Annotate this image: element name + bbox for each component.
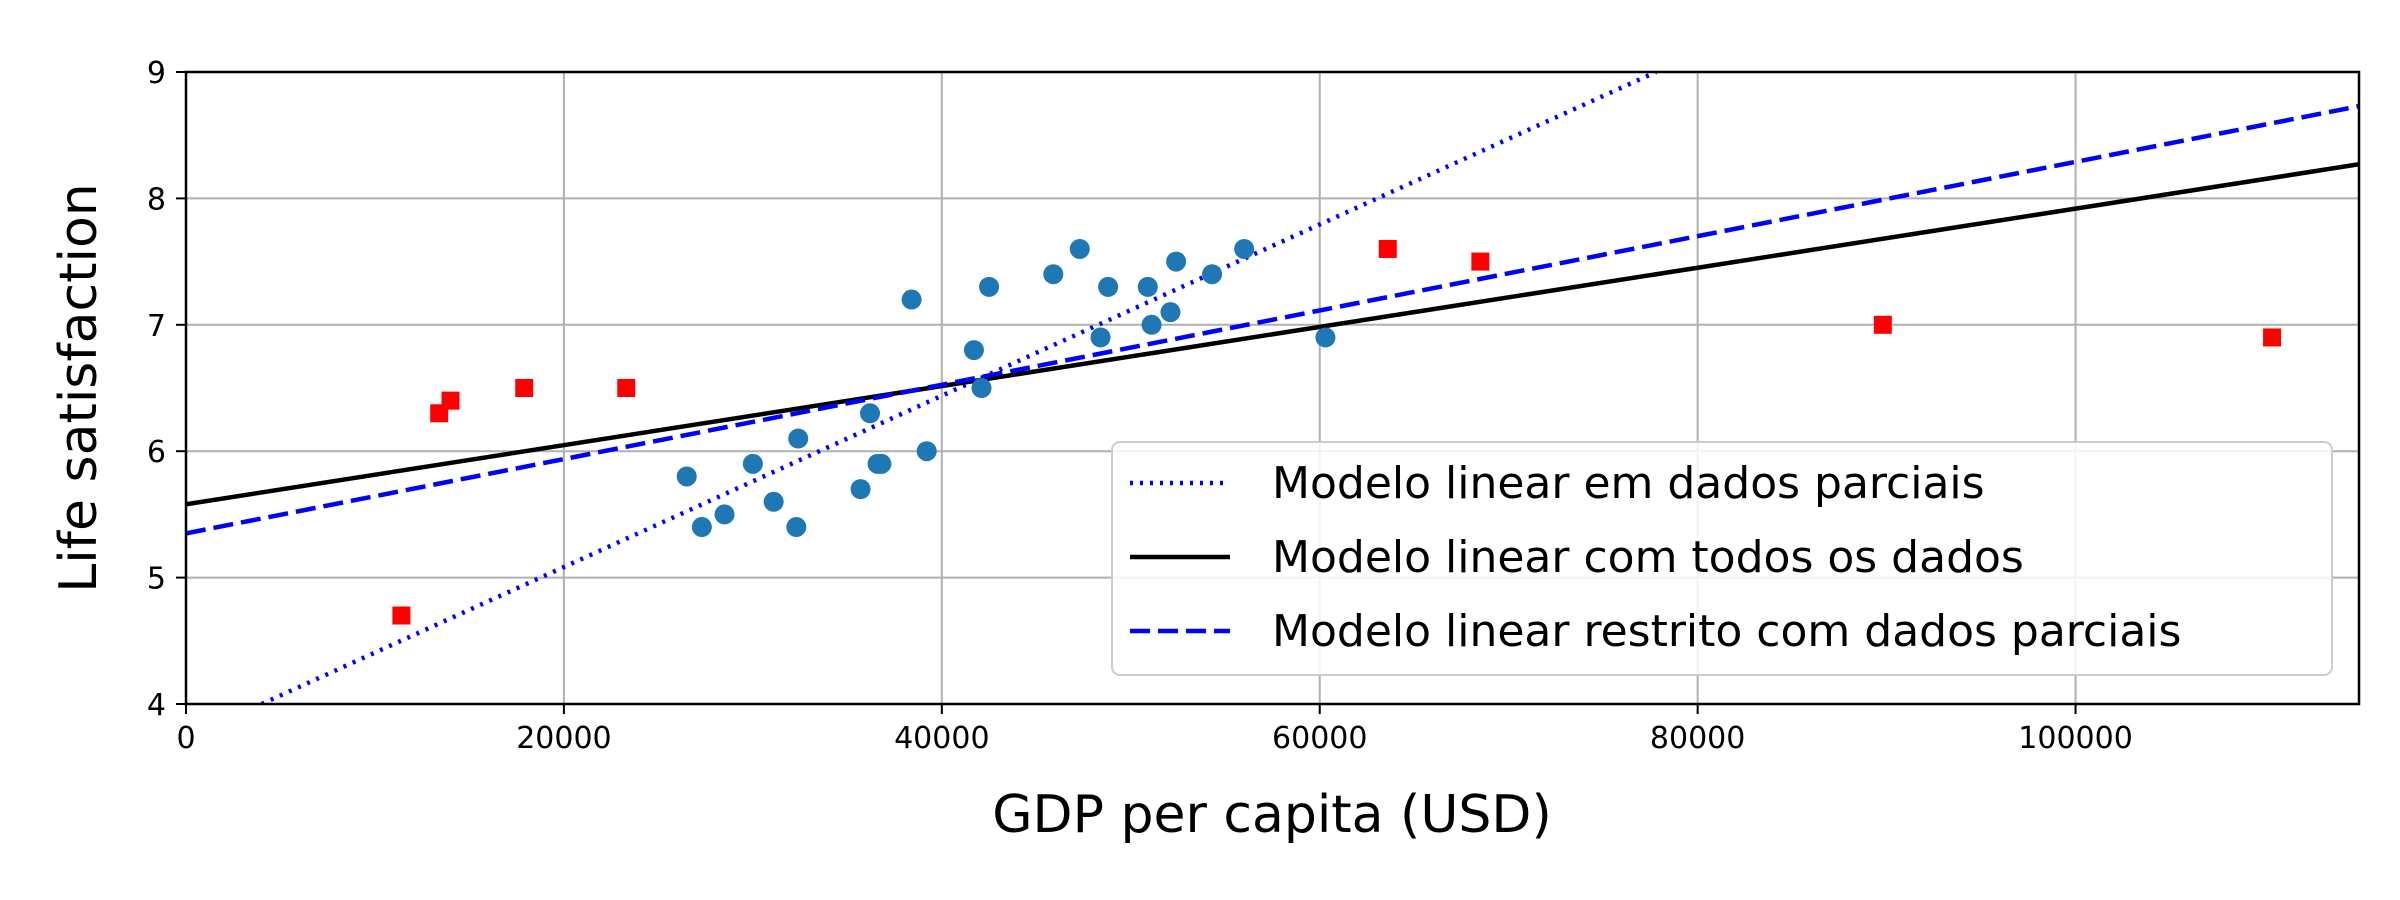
x-tick-label: 0	[176, 721, 195, 756]
data-point-circle	[763, 491, 784, 512]
data-point-circle	[714, 504, 735, 525]
data-point-circle	[742, 453, 763, 474]
model-lines	[186, 72, 2359, 704]
data-point-circle	[1137, 276, 1158, 297]
data-point-circle	[1315, 327, 1336, 348]
data-point-circle	[979, 276, 1000, 297]
y-tick-label: 9	[147, 56, 166, 91]
data-point-circle	[1090, 327, 1111, 348]
data-point-circle	[1234, 238, 1255, 259]
y-tick-label: 6	[147, 435, 166, 470]
legend: Modelo linear em dados parciais Modelo li…	[1111, 441, 2333, 676]
data-point-square	[392, 606, 411, 625]
data-point-square	[617, 379, 636, 397]
model-line-solid	[186, 162, 2359, 507]
axis-ticks: 0 20000 40000 60000 80000 100000 4 5 6 7 8 9	[147, 56, 2133, 756]
data-point-circle	[971, 378, 992, 398]
x-tick-label: 20000	[516, 721, 611, 756]
data-point-circle	[691, 517, 712, 538]
plot-frame	[184, 70, 2361, 706]
y-tick-label: 8	[147, 182, 166, 217]
data-points	[392, 238, 2282, 625]
legend-label: Modelo linear em dados parciais	[1272, 458, 1985, 509]
data-point-circle	[1069, 238, 1090, 259]
data-point-square	[441, 391, 460, 410]
data-point-square	[515, 379, 534, 397]
y-axis-label: Life satisfaction	[49, 183, 109, 593]
data-point-square	[1471, 252, 1490, 271]
data-point-circle	[860, 403, 881, 424]
data-point-circle	[901, 289, 922, 310]
x-axis-label: GDP per capita (USD)	[992, 785, 1552, 845]
legend-entries: Modelo linear em dados parciais Modelo li…	[1130, 458, 2181, 657]
data-point-square	[1378, 239, 1397, 258]
data-point-circle	[1141, 314, 1162, 335]
data-point-circle	[786, 517, 807, 538]
data-point-circle	[1166, 251, 1187, 272]
data-point-circle	[676, 466, 697, 487]
y-tick-label: 5	[147, 562, 166, 597]
data-point-square	[1873, 315, 1892, 334]
data-point-circle	[916, 441, 937, 462]
data-point-circle	[1160, 302, 1181, 323]
data-point-circle	[788, 428, 809, 449]
data-point-circle	[1098, 276, 1119, 297]
data-point-circle	[850, 479, 871, 500]
model-line-dashed	[186, 103, 2359, 536]
data-point-circle	[1202, 264, 1223, 285]
x-tick-label: 80000	[1650, 721, 1745, 756]
x-tick-label: 60000	[1272, 721, 1367, 756]
legend-label: Modelo linear com todos os dados	[1272, 532, 2024, 583]
x-tick-label: 40000	[894, 721, 989, 756]
data-point-circle	[1043, 264, 1064, 285]
y-tick-label: 7	[147, 309, 166, 344]
x-tick-label: 100000	[2018, 721, 2133, 756]
legend-label: Modelo linear restrito com dados parciai…	[1272, 606, 2181, 657]
data-point-circle	[871, 453, 892, 474]
data-point-square	[2263, 328, 2282, 347]
legend-box	[1111, 441, 2333, 676]
data-point-circle	[963, 340, 984, 361]
y-tick-label: 4	[147, 688, 166, 723]
